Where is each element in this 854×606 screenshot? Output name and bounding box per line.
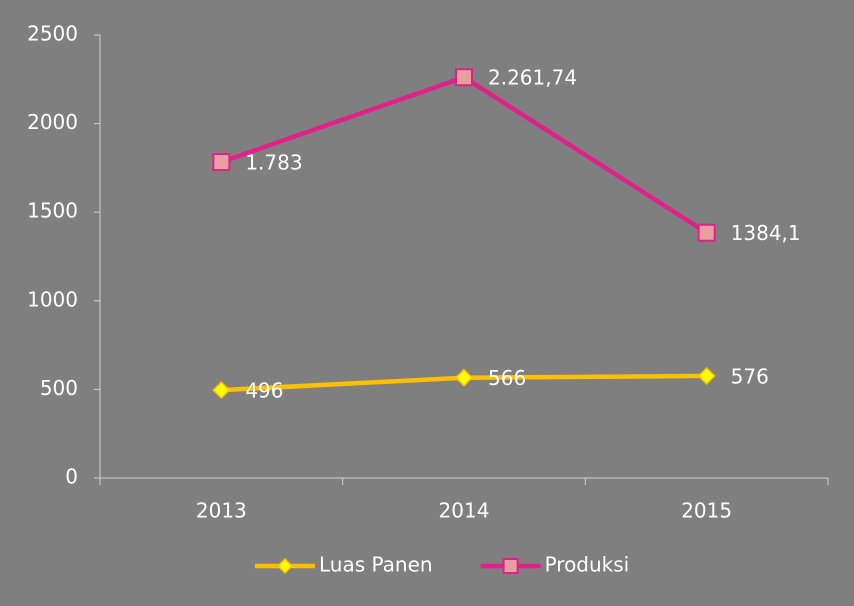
data-point	[212, 381, 231, 400]
x-tick-label: 2014	[439, 499, 490, 523]
y-tick-label: 0	[65, 465, 78, 489]
y-tick-label: 2000	[27, 110, 78, 134]
data-label: 576	[731, 364, 769, 388]
data-label: 2.261,74	[488, 66, 577, 90]
data-point	[454, 368, 474, 387]
y-tick-label: 1500	[27, 199, 78, 223]
data-point	[455, 68, 473, 87]
data-label: 1.783	[245, 151, 302, 175]
data-label: 496	[245, 379, 283, 403]
y-tick-label: 2500	[27, 22, 78, 46]
legend-marker	[276, 557, 294, 575]
data-point	[212, 153, 231, 172]
data-point	[697, 223, 716, 242]
x-tick-label: 2013	[196, 499, 247, 523]
data-label: 566	[488, 366, 526, 390]
data-label: 1384,1	[731, 221, 801, 245]
x-tick-label: 2015	[681, 499, 732, 523]
legend-label: Luas Panen	[319, 553, 433, 577]
data-point	[697, 366, 716, 385]
y-tick-label: 500	[40, 376, 78, 400]
legend-label: Produksi	[545, 553, 630, 577]
y-tick-label: 1000	[27, 287, 78, 311]
legend-marker	[502, 558, 519, 574]
